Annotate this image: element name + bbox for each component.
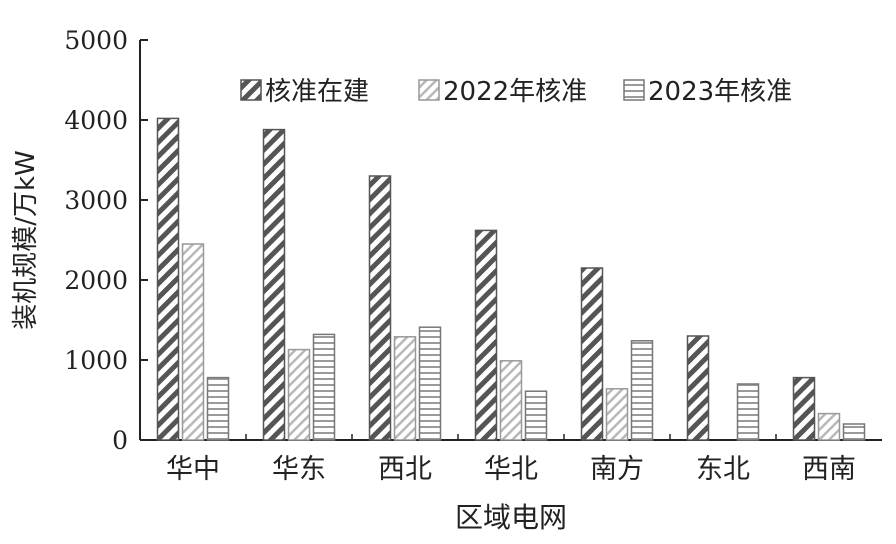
y-tick-label: 5000 [64, 26, 128, 55]
bar [524, 390, 548, 441]
bar [262, 128, 286, 441]
bar [499, 360, 523, 441]
bar [817, 412, 841, 441]
y-tick-label: 4000 [64, 106, 128, 135]
bar [842, 423, 866, 441]
y-tick-label: 0 [112, 426, 128, 455]
bar [181, 243, 205, 441]
bar [418, 326, 442, 441]
bar [605, 388, 629, 441]
legend-swatch [240, 79, 262, 101]
bar [156, 117, 180, 441]
bar [686, 335, 710, 441]
bar [580, 267, 604, 441]
bar [630, 340, 654, 441]
legend-swatch [418, 79, 440, 101]
bar [792, 376, 816, 441]
legend: 核准在建 2022年核准 2023年核准 [240, 77, 792, 107]
y-ticks: 0 1000 2000 3000 4000 5000 [64, 26, 148, 455]
bars [156, 117, 866, 441]
bar [287, 348, 311, 441]
bar [736, 383, 760, 441]
y-tick-label: 3000 [64, 186, 128, 215]
y-tick-label: 2000 [64, 266, 128, 295]
legend-swatch [623, 79, 645, 101]
bar [474, 229, 498, 441]
bar [393, 336, 417, 441]
x-axis-label: 区域电网 [455, 501, 567, 534]
x-tick-label: 华中 [166, 454, 220, 485]
legend-label: 2023年核准 [648, 77, 792, 107]
bar [368, 175, 392, 441]
x-tick-label: 西南 [802, 454, 856, 485]
bar [206, 376, 230, 441]
bar [312, 333, 336, 441]
x-tick-label: 华东 [272, 454, 326, 485]
x-tick-label: 南方 [590, 454, 644, 485]
y-tick-label: 1000 [64, 346, 128, 375]
x-tick-label: 华北 [484, 454, 538, 485]
x-ticks: 华中 华东 西北 华北 南方 东北 西南 [166, 434, 856, 485]
y-axis-label: 装机规模/万kW [11, 150, 41, 330]
legend-label: 核准在建 [265, 77, 369, 107]
x-tick-label: 东北 [696, 454, 750, 485]
x-tick-label: 西北 [378, 454, 432, 485]
legend-label: 2022年核准 [443, 77, 587, 107]
